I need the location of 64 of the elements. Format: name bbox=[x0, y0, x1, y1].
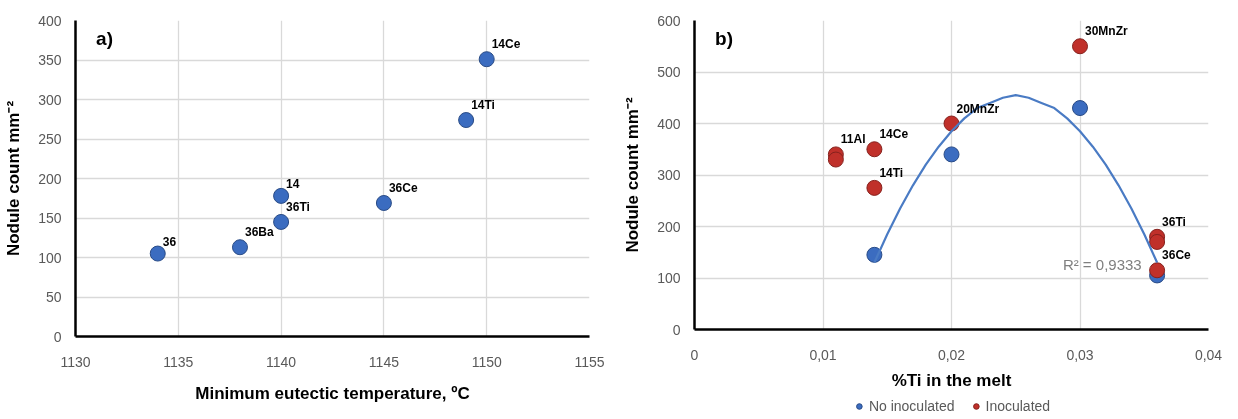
point bbox=[866, 179, 883, 196]
chart-title: a) bbox=[96, 28, 113, 50]
x-tick-label: 1145 bbox=[368, 353, 400, 370]
x-tick-label: 0 bbox=[690, 346, 699, 363]
x-tick-label: 1135 bbox=[163, 353, 194, 370]
annotation: 36Ti bbox=[1162, 214, 1186, 229]
point bbox=[375, 195, 392, 211]
annotation: 14 bbox=[286, 176, 300, 191]
chart-title: b) bbox=[715, 28, 733, 50]
y-tick-label: 0 bbox=[672, 321, 681, 338]
annotation: 11Al bbox=[840, 132, 866, 147]
annotation: 14Ti bbox=[879, 165, 904, 180]
point bbox=[458, 112, 475, 129]
x-tick-label: 1150 bbox=[471, 353, 502, 370]
y-tick-label: 200 bbox=[657, 218, 681, 235]
x-tick-label: 0,03 bbox=[1066, 346, 1094, 363]
point bbox=[1072, 38, 1088, 55]
y-tick-label: 150 bbox=[38, 210, 62, 226]
y-tick-label: 500 bbox=[657, 64, 681, 80]
annotation: 36Ce bbox=[388, 180, 418, 195]
y-tick-label: 600 bbox=[657, 12, 681, 29]
legend-label: No inoculated bbox=[868, 398, 955, 414]
point bbox=[1149, 262, 1166, 279]
point bbox=[866, 141, 883, 158]
annotation: 36 bbox=[162, 234, 177, 249]
y-axis-title: Nodule count mm⁻² bbox=[4, 100, 24, 257]
x-tick-label: 0,04 bbox=[1194, 346, 1223, 363]
x-axis-title: %Ti in the melt bbox=[891, 370, 1012, 390]
y-tick-label: 400 bbox=[657, 115, 681, 132]
y-tick-label: 200 bbox=[38, 170, 62, 187]
point bbox=[149, 245, 166, 262]
x-axis-title: Minimum eutectic temperature, ºC bbox=[195, 383, 470, 403]
point bbox=[827, 151, 844, 168]
annotation: 36Ti bbox=[286, 199, 310, 214]
y-tick-label: 100 bbox=[38, 249, 62, 266]
point bbox=[1149, 233, 1166, 250]
annotation: 14Ti bbox=[471, 98, 495, 113]
point bbox=[231, 239, 248, 256]
point bbox=[478, 51, 495, 68]
x-tick-label: 0,02 bbox=[937, 346, 966, 363]
y-tick-label: 100 bbox=[657, 270, 681, 286]
y-tick-label: 0 bbox=[53, 328, 62, 345]
y-axis-title: Nodule count mm⁻² bbox=[623, 97, 643, 253]
y-tick-label: 300 bbox=[657, 167, 681, 183]
point bbox=[273, 187, 290, 204]
legend-label: Inoculated bbox=[985, 398, 1051, 414]
y-tick-label: 350 bbox=[38, 52, 62, 68]
y-tick-label: 250 bbox=[38, 131, 62, 147]
annotation: 36Ba bbox=[244, 225, 274, 240]
point bbox=[1072, 100, 1088, 117]
point bbox=[273, 213, 290, 230]
annotation: 30MnZr bbox=[1085, 24, 1128, 39]
annotation: 14Ce bbox=[491, 37, 521, 52]
annotation: R² = 0,9333 bbox=[1062, 256, 1142, 274]
x-tick-label: 1140 bbox=[266, 353, 297, 370]
x-tick-label: 1155 bbox=[574, 353, 605, 370]
annotation: 14Ce bbox=[879, 127, 909, 142]
annotation: 36Ce bbox=[1162, 248, 1192, 263]
x-tick-label: 1130 bbox=[60, 353, 91, 370]
point bbox=[943, 146, 960, 163]
y-tick-label: 50 bbox=[45, 289, 62, 305]
y-tick-label: 300 bbox=[38, 91, 62, 108]
x-tick-label: 0,01 bbox=[809, 346, 837, 363]
y-tick-label: 400 bbox=[38, 12, 62, 29]
